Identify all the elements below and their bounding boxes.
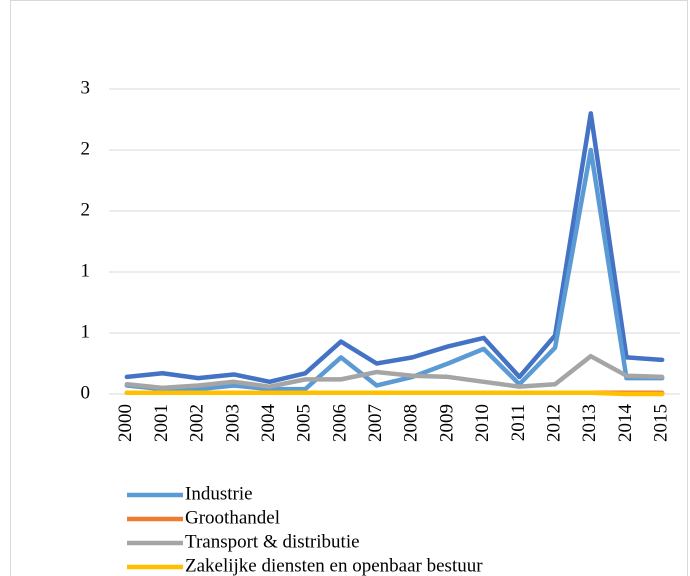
x-tick-label: 2010 [472, 404, 493, 442]
legend-label: Groothandel [185, 507, 280, 528]
y-tick-label: 3 [81, 77, 91, 98]
series-line [124, 147, 665, 392]
x-tick-label: 2006 [329, 404, 350, 442]
x-tick-label: 2015 [651, 404, 672, 442]
legend-label: Zakelijke diensten en openbaar bestuur [185, 555, 483, 576]
series-line [124, 111, 665, 385]
y-tick-label: 1 [81, 321, 91, 342]
series-line [124, 390, 665, 397]
x-tick-label: 2014 [615, 404, 636, 443]
x-tick-label: 2004 [258, 404, 279, 443]
x-tick-label: 2011 [508, 404, 529, 441]
y-tick-label: 2 [81, 199, 91, 220]
legend-label: Industrie [185, 483, 253, 504]
x-tick-label: 2003 [222, 404, 243, 442]
chart-frame [10, 0, 688, 576]
x-tick-label: 2009 [436, 404, 457, 442]
x-tick-label: 2000 [115, 404, 136, 442]
series-line [124, 353, 665, 391]
x-tick-label: 2002 [187, 404, 208, 442]
y-tick-label: 0 [81, 382, 91, 403]
x-tick-label: 2001 [151, 404, 172, 442]
x-tick-label: 2013 [579, 404, 600, 442]
y-tick-label: 1 [81, 260, 91, 281]
legend-label: Transport & distributie [185, 531, 360, 552]
x-tick-label: 2012 [543, 404, 564, 442]
x-tick-label: 2005 [294, 404, 315, 442]
x-tick-label: 2008 [401, 404, 422, 442]
x-tick-label: 2007 [365, 404, 386, 442]
y-tick-label: 2 [81, 138, 91, 159]
